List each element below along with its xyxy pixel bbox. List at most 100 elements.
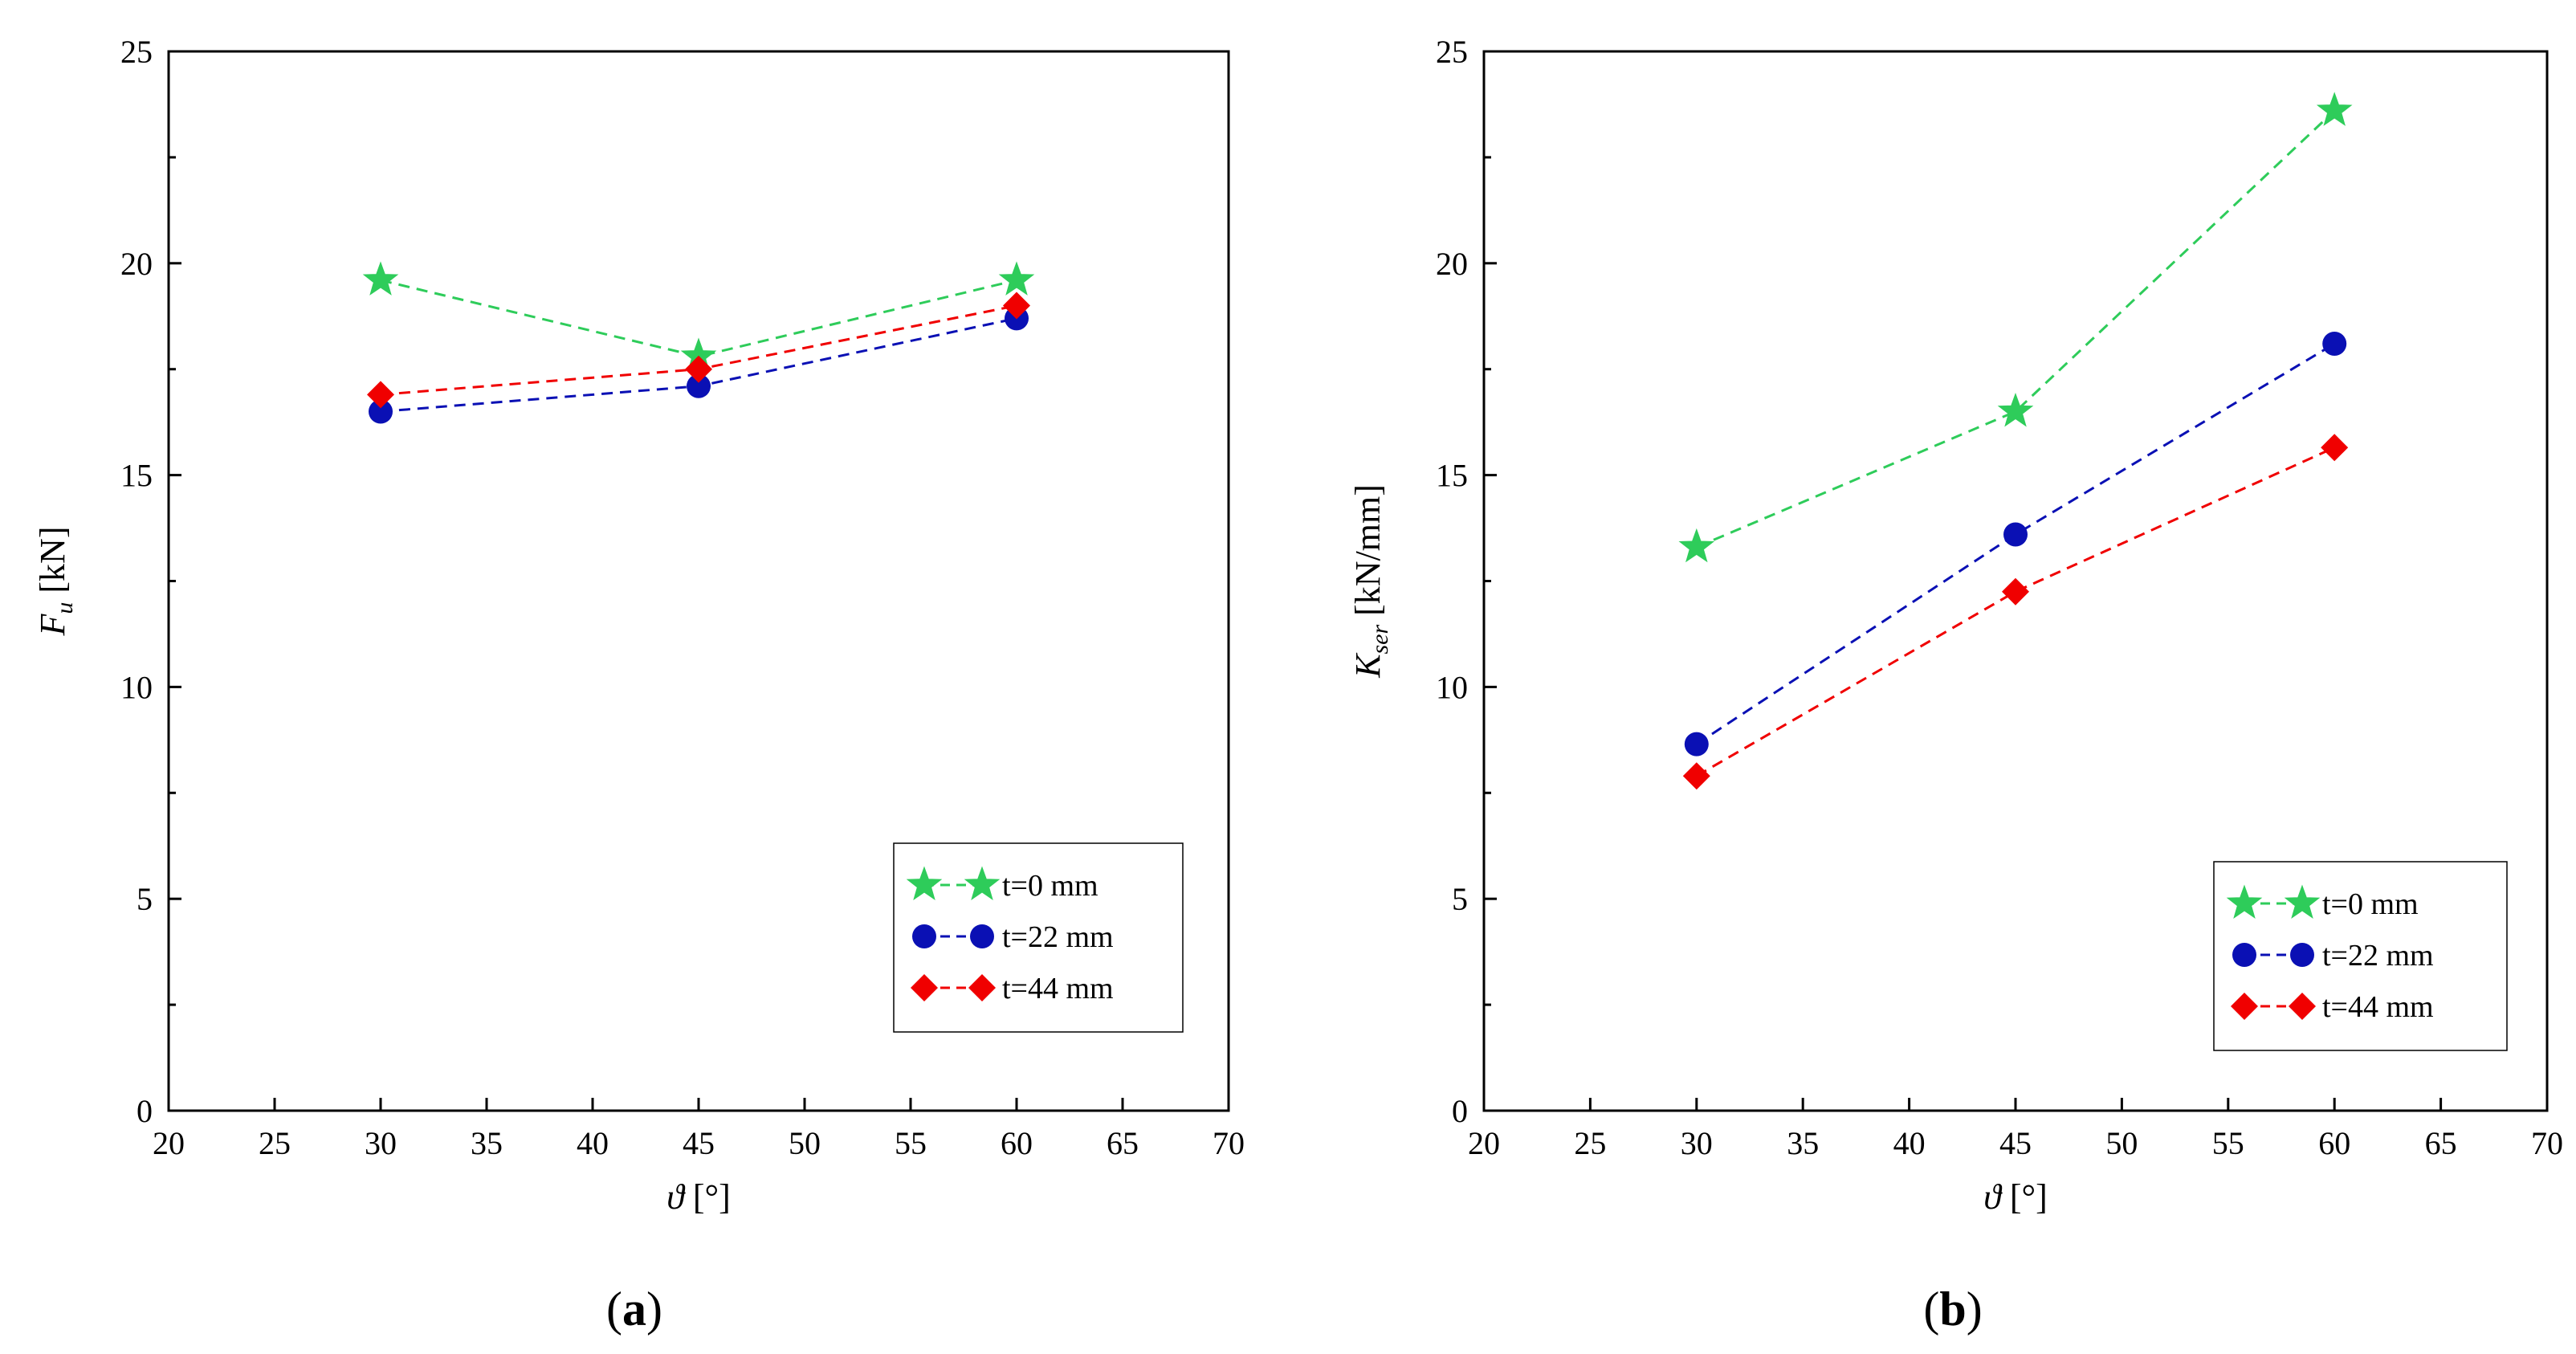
- chart-a-series-t-0-mm-point: [998, 261, 1035, 296]
- chart-b-y-axis-symbol: K: [1348, 652, 1388, 679]
- chart-b-x-tick-label: 40: [1893, 1125, 1926, 1161]
- chart-b-x-tick-label: 65: [2425, 1125, 2457, 1161]
- chart-a-legend-t-44-mm-label: t=44 mm: [1002, 972, 1114, 1005]
- chart-b-x-axis-unit: [°]: [2001, 1177, 2048, 1217]
- chart-a-x-tick-label: 65: [1107, 1125, 1139, 1161]
- chart-b-series-t-44-mm-point: [2002, 577, 2029, 606]
- chart-b-x-axis-label: ϑ [°]: [1983, 1177, 2048, 1217]
- chart-b-x-tick-label: 60: [2318, 1125, 2350, 1161]
- chart-b-series-t-0-mm-point: [2316, 92, 2353, 126]
- chart-a-y-tick-label: 10: [120, 669, 153, 705]
- chart-a-y-tick-label: 5: [137, 881, 153, 917]
- chart-b-legend-t-0-mm-label: t=0 mm: [2322, 887, 2419, 921]
- chart-b-panel-label-close: ): [1967, 1283, 1983, 1336]
- chart-a-panel-label-close: ): [646, 1283, 662, 1336]
- chart-a-panel-label: (a): [606, 1283, 662, 1336]
- chart-b-y-axis-subscript: ser: [1367, 625, 1393, 655]
- chart-b-series-t-0-mm-point: [1997, 393, 2034, 427]
- chart-a-panel-label-open: (: [606, 1283, 622, 1336]
- chart-b-series-t-22-mm-line: [1695, 342, 2335, 745]
- chart-b-panel-label-open: (: [1923, 1283, 1939, 1336]
- chart-a-series-t-0-mm-point: [362, 261, 399, 296]
- chart-b-series-t-22-mm-point: [2003, 522, 2028, 547]
- chart-b-legend-t-44-mm-marker: [2289, 993, 2316, 1020]
- chart-b-series-t-44-mm-line: [1696, 446, 2335, 777]
- chart-a-x-axis-symbol: ϑ: [666, 1177, 686, 1217]
- chart-b-y-axis-unit: [kN/mm]: [1348, 484, 1388, 625]
- chart-a-y-tick-label: 0: [137, 1093, 153, 1129]
- chart-a-x-tick-label: 60: [1001, 1125, 1033, 1161]
- chart-b-legend-t-22-mm-label: t=22 mm: [2322, 939, 2434, 973]
- chart-a-x-axis-label: ϑ [°]: [666, 1177, 731, 1217]
- chart-b-y-tick-label: 15: [1436, 458, 1468, 494]
- chart-b-legend-t-44-mm-label: t=44 mm: [2322, 990, 2434, 1024]
- chart-a-x-tick-label: 30: [365, 1125, 397, 1161]
- chart-b-x-tick-label: 55: [2212, 1125, 2244, 1161]
- chart-a-series-t-44-mm-point: [367, 381, 394, 409]
- chart-b-legend: t=0 mm t=22 mm t=44 mm: [2213, 861, 2508, 1051]
- chart-a-x-tick-label: 50: [789, 1125, 821, 1161]
- chart-b-y-tick-label: 0: [1452, 1093, 1468, 1129]
- chart-a-legend-t-0-mm-label: t=0 mm: [1002, 869, 1098, 903]
- chart-b-series-t-22-mm-point: [2322, 332, 2347, 357]
- chart-a-y-tick-label: 15: [120, 458, 153, 494]
- chart-a-series-t-22-mm-point: [369, 399, 393, 424]
- chart-a-x-tick-label: 20: [153, 1125, 185, 1161]
- chart-a-series-t-0-mm-line: [380, 279, 1017, 358]
- chart-b-series-t-0-mm-line: [1696, 109, 2336, 549]
- chart-b-series-t-0-mm-point: [1678, 528, 1715, 563]
- chart-b-legend-t-0-mm-marker: [2226, 884, 2263, 919]
- chart-b-y-tick-label: 20: [1436, 246, 1468, 282]
- chart-b-x-tick-label: 30: [1681, 1125, 1713, 1161]
- chart-b-legend-t-44-mm-marker: [2231, 993, 2258, 1020]
- chart-a-y-axis-symbol: F: [33, 613, 72, 636]
- chart-b-legend-t-22-mm-marker: [2290, 943, 2314, 967]
- chart-b-legend-t-22-mm-marker: [2232, 943, 2256, 967]
- chart-a-legend: t=0 mm t=22 mm t=44 mm: [893, 842, 1184, 1033]
- chart-b-panel-label-letter: b: [1939, 1283, 1966, 1336]
- chart-a-legend-t-0-mm-marker: [964, 866, 1001, 900]
- chart-b-y-axis-label: Kser [kN/mm]: [1348, 484, 1393, 679]
- chart-a-series-t-22-mm-point: [687, 373, 711, 398]
- chart-a-legend-t-22-mm-marker: [912, 924, 936, 948]
- chart-a-x-axis-unit: [°]: [684, 1177, 731, 1217]
- chart-b-series-t-44-mm-point: [2321, 434, 2349, 462]
- chart-a-x-tick-label: 55: [895, 1125, 927, 1161]
- chart-b-series-t-44-mm-point: [1682, 762, 1710, 790]
- chart-a-y-axis-label: Fu [kN]: [33, 527, 78, 637]
- chart-b-x-tick-label: 50: [2105, 1125, 2138, 1161]
- chart-b-legend-t-0-mm-marker: [2284, 884, 2321, 919]
- chart-b-y-tick-label: 5: [1452, 881, 1468, 917]
- chart-a-series-t-44-mm-point: [685, 355, 712, 383]
- chart-b-x-tick-label: 35: [1787, 1125, 1819, 1161]
- chart-a-series-t-44-mm-point: [1003, 292, 1030, 320]
- chart-a-legend-t-0-mm-marker: [906, 866, 943, 900]
- chart-a-y-tick-label: 20: [120, 246, 153, 282]
- chart-b: 20 25 30 35 40 45 50 55 60 65 70 0 5 10 15 20 25 ϑ [°] Kse…: [1348, 34, 2563, 1336]
- chart-b-x-tick-label: 20: [1468, 1125, 1500, 1161]
- chart-b-y-tick-label: 10: [1436, 669, 1468, 705]
- chart-b-x-tick-label: 45: [1999, 1125, 2032, 1161]
- chart-b-panel-label: (b): [1923, 1283, 1982, 1336]
- chart-a-legend-t-44-mm-marker: [968, 974, 996, 1001]
- chart-a-panel-label-letter: a: [622, 1283, 646, 1336]
- chart-b-x-tick-label: 70: [2531, 1125, 2563, 1161]
- chart-a-x-tick-label: 35: [471, 1125, 503, 1161]
- chart-a-x-tick-label: 70: [1213, 1125, 1245, 1161]
- chart-a-legend-t-22-mm-marker: [970, 924, 994, 948]
- chart-a-legend-t-44-mm-marker: [911, 974, 938, 1001]
- chart-b-x-axis-symbol: ϑ: [1983, 1177, 2003, 1217]
- chart-a-x-tick-label: 40: [577, 1125, 609, 1161]
- chart-a-y-tick-label: 25: [120, 34, 153, 70]
- chart-a-legend-t-22-mm-label: t=22 mm: [1002, 920, 1114, 954]
- chart-a-y-axis-subscript: u: [51, 602, 78, 614]
- chart-a-y-axis-unit: [kN]: [33, 527, 72, 602]
- chart-b-y-tick-label: 25: [1436, 34, 1468, 70]
- chart-a-x-tick-label: 25: [259, 1125, 291, 1161]
- chart-a-x-tick-label: 45: [683, 1125, 715, 1161]
- chart-a: 20 25 30 35 40 45 50 55 60 65 70 0 5 10 15 20 25 ϑ [°] Fu …: [33, 34, 1245, 1336]
- chart-b-series-t-22-mm-point: [1684, 732, 1709, 757]
- chart-b-x-tick-label: 25: [1574, 1125, 1606, 1161]
